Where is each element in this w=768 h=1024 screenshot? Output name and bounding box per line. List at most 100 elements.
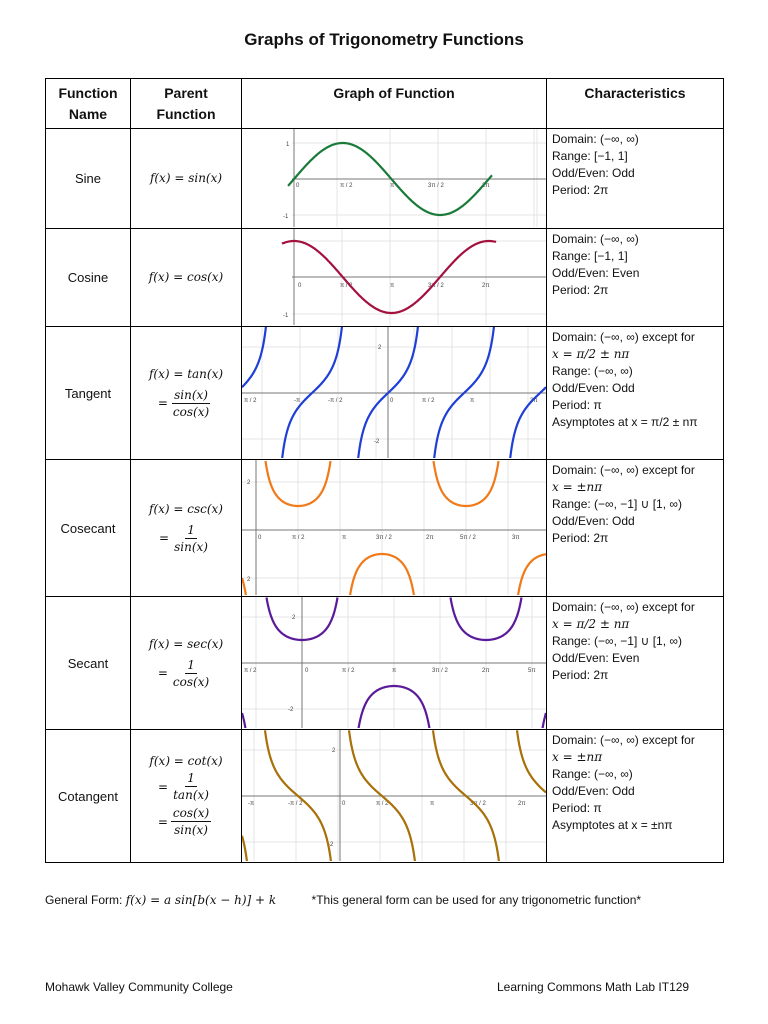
cotangent-xtick: π / 2 (376, 801, 389, 807)
characteristics-cotangent: Domain: (−∞, ∞) except for x = ±nπ Range… (546, 729, 724, 863)
row-tangent: Tangent f(x) = tan(x) = sin(x) cos(x) 2 … (45, 326, 724, 460)
general-form-note: *This general form can be used for any t… (311, 893, 642, 907)
parent-eq: f(x) = cos(x) (148, 270, 224, 284)
secant-graph: 2 -2 π / 2 0 π / 2 π 3π / 2 2π 5π (242, 597, 546, 728)
char-domain: Domain: (−∞, ∞) except for (552, 463, 695, 477)
cosecant-xtick: 3π / 2 (376, 535, 392, 541)
char-period: Period: 2π (552, 668, 609, 682)
char-asymptotes: Asymptotes at x = π/2 ± nπ (552, 415, 698, 429)
fraction-numerator: 1 (185, 771, 197, 787)
char-range: Range: (−∞, ∞) (552, 767, 633, 781)
page-title: Graphs of Trigonometry Functions (244, 30, 524, 49)
trig-functions-table: Function Name Parent Function Graph of F… (45, 78, 724, 863)
row-cotangent: Cotangent f(x) = cot(x) = 1 tan(x) = cos… (45, 729, 724, 863)
general-form-equation: f(x) = a sin[b(x − h)] + k (125, 893, 277, 907)
secant-ytick-top: 2 (292, 615, 296, 621)
sine-xtick: π (390, 183, 394, 189)
char-domain: Domain: (−∞, ∞) except for (552, 330, 695, 344)
cotangent-curves (242, 730, 546, 861)
cotangent-branch (347, 730, 417, 861)
char-odd-even: Odd/Even: Odd (552, 381, 635, 395)
parent-eq: f(x) = sec(x) (148, 636, 224, 651)
fraction-denominator: sin(x) (174, 823, 208, 837)
footer-right: Learning Commons Math Lab IT129 (497, 980, 690, 994)
graph-cell-tangent: 2 -2 π / 2 -π -π / 2 0 π / 2 π 3π (241, 326, 547, 460)
cotangent-branch (242, 835, 249, 861)
cotangent-branch (515, 730, 546, 794)
char-odd-even: Odd/Even: Odd (552, 166, 635, 180)
char-range: Range: (−∞, −1] ∪ [1, ∞) (552, 634, 682, 648)
parent-eq: f(x) = tan(x) (148, 366, 224, 381)
parent-function: f(x) = sin(x) (130, 128, 242, 229)
tangent-branch (242, 327, 267, 388)
parent-function: f(x) = sec(x) = 1 cos(x) (130, 596, 242, 730)
secant-branch (541, 712, 546, 728)
graph-cell-cosecant: 2 2 0 π / 2 π 3π / 2 2π 5π / 2 3π (241, 459, 547, 597)
parent-fraction: 1 sin(x) (172, 522, 210, 555)
tangent-branch (509, 386, 546, 458)
function-name: Cosine (45, 228, 131, 327)
char-domain: Domain: (−∞, ∞) except for (552, 733, 695, 747)
char-period: Period: π (552, 398, 602, 412)
cotangent-branch (263, 730, 333, 861)
cosecant-xtick: 0 (258, 535, 262, 541)
tangent-xtick: 0 (390, 398, 394, 404)
function-name: Cosecant (45, 459, 131, 597)
tangent-ytick-bottom: -2 (374, 439, 380, 445)
cosecant-xtick: π / 2 (292, 535, 305, 541)
cotangent-graph: 2 -2 -π -π / 2 0 π / 2 π 3π / 2 2π (242, 730, 546, 861)
parent-fraction: 1 cos(x) (171, 657, 211, 690)
sine-ytick-bottom: -1 (283, 214, 289, 220)
footer-left: Mohawk Valley Community College (45, 980, 233, 994)
fraction-numerator: cos(x) (170, 806, 212, 822)
cosecant-curves (242, 460, 546, 595)
row-cosecant: Cosecant f(x) = csc(x) = 1 sin(x) 2 2 0 (45, 459, 724, 597)
char-odd-even: Odd/Even: Odd (552, 784, 635, 798)
char-domain-exception: x = π/2 ± nπ (552, 617, 630, 631)
fraction-numerator: 1 (185, 522, 197, 539)
char-odd-even: Odd/Even: Odd (552, 514, 635, 528)
char-domain-exception: x = π/2 ± nπ (552, 347, 630, 361)
cotangent-branch (431, 730, 501, 861)
cotangent-xtick: 3π / 2 (470, 801, 486, 807)
characteristics-cosecant: Domain: (−∞, ∞) except for x = ±nπ Range… (546, 459, 724, 597)
characteristics-sine: Domain: (−∞, ∞) Range: [−1, 1] Odd/Even:… (546, 128, 724, 229)
fraction-denominator: tan(x) (173, 788, 209, 802)
parent-function: f(x) = tan(x) = sin(x) cos(x) (130, 326, 242, 460)
cosine-curve (281, 239, 497, 315)
char-asymptotes: Asymptotes at x = ±nπ (552, 818, 673, 832)
char-domain: Domain: (−∞, ∞) (552, 132, 639, 146)
char-period: Period: 2π (552, 531, 609, 545)
char-period: Period: 2π (552, 283, 609, 297)
secant-xtick: 3π / 2 (432, 668, 448, 674)
parent-eq: f(x) = csc(x) (149, 501, 223, 516)
tangent-ytick-top: 2 (378, 345, 382, 351)
char-domain-exception: x = ±nπ (552, 750, 603, 764)
characteristics-tangent: Domain: (−∞, ∞) except for x = π/2 ± nπ … (546, 326, 724, 460)
cotangent-xtick: -π / 2 (288, 801, 303, 807)
secant-xtick: 0 (305, 668, 309, 674)
graph-cell-cosine: -1 0 π / 2 π 3π / 2 2π (241, 228, 547, 327)
fraction-numerator: 1 (185, 657, 197, 674)
cotangent-xtick: -π (248, 801, 254, 807)
parent-function: f(x) = csc(x) = 1 sin(x) (130, 459, 242, 597)
sine-xtick: π / 2 (340, 183, 353, 189)
header-name-line1: Function (58, 85, 118, 101)
char-odd-even: Odd/Even: Even (552, 266, 640, 280)
function-name: Tangent (45, 326, 131, 460)
cosecant-branch (432, 460, 500, 508)
secant-xtick: 5π (528, 668, 535, 674)
char-domain: Domain: (−∞, ∞) except for (552, 600, 695, 614)
cotangent-xtick: π (430, 801, 434, 807)
sine-curve (287, 141, 493, 217)
cosine-xtick: 2π (482, 283, 489, 289)
cosecant-xtick: 5π / 2 (460, 535, 476, 541)
header-characteristics: Characteristics (546, 78, 724, 129)
tangent-branch (281, 327, 343, 458)
char-range: Range: [−1, 1] (552, 149, 628, 163)
header-parent-line1: Parent (164, 85, 208, 101)
char-domain-exception: x = ±nπ (552, 480, 603, 494)
parent-fraction-2: cos(x) sin(x) (170, 805, 212, 838)
sine-xtick: 0 (296, 183, 300, 189)
cosecant-graph: 2 2 0 π / 2 π 3π / 2 2π 5π / 2 3π (242, 460, 546, 595)
